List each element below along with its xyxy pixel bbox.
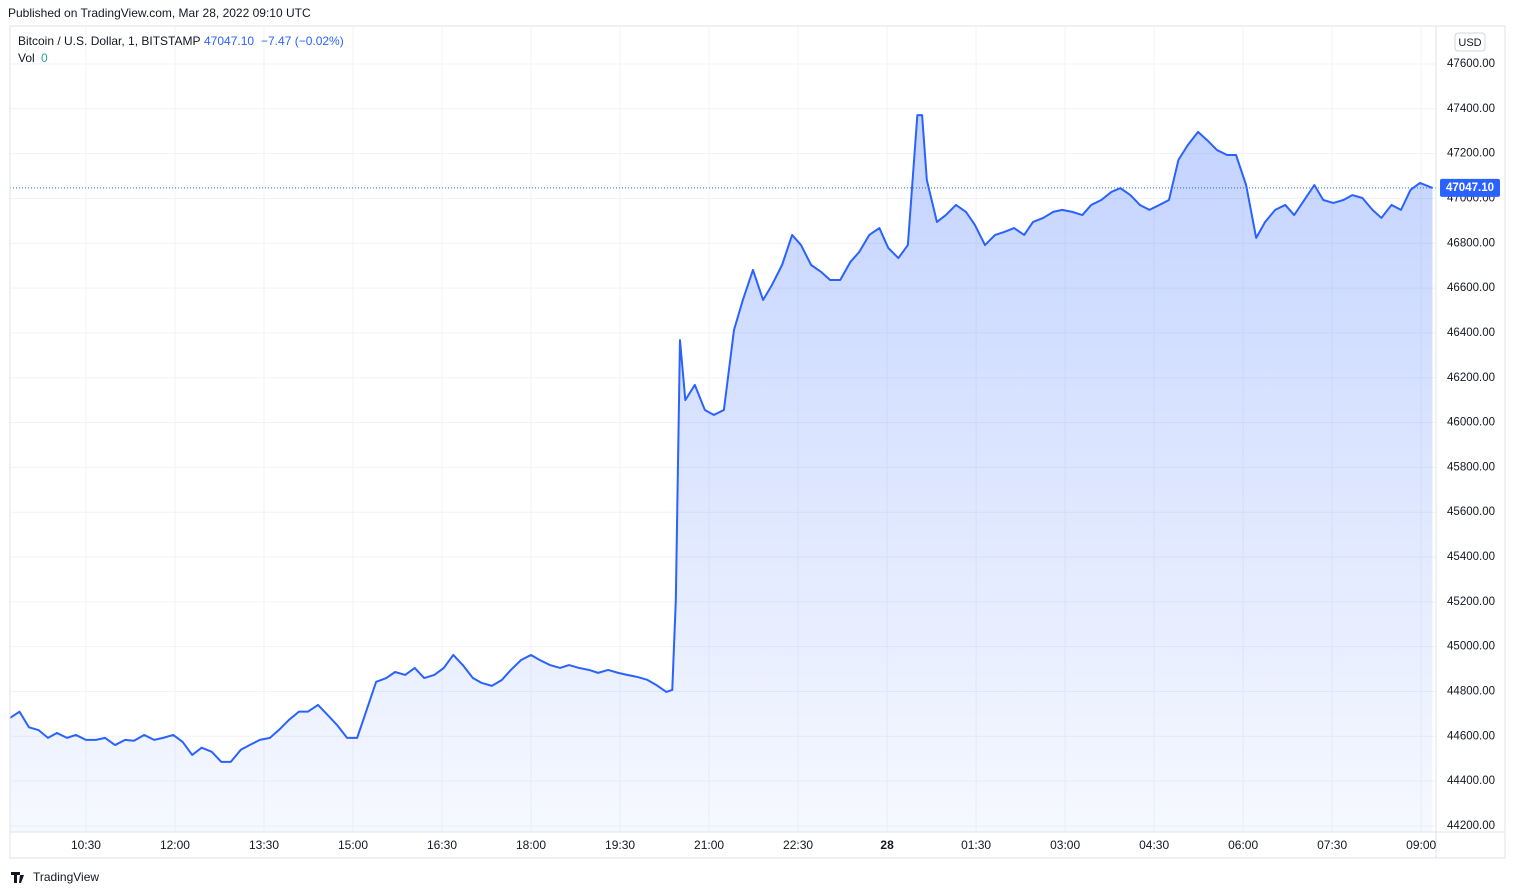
x-tick-label: 06:00 [1228,838,1258,852]
y-tick-label: 45600.00 [1447,506,1495,518]
volume-label: Vol [18,51,35,65]
x-tick-label: 21:00 [694,838,724,852]
y-tick-label: 47600.00 [1447,58,1495,70]
last-price-tag-label: 47047.10 [1446,182,1494,194]
y-tick-label: 44600.00 [1447,730,1495,742]
x-tick-label: 12:00 [160,838,190,852]
y-tick-label: 46200.00 [1447,372,1495,384]
y-tick-label: 46800.00 [1447,237,1495,249]
currency-button[interactable] [1454,32,1486,52]
y-tick-label: 44200.00 [1447,820,1495,832]
chart-title: Bitcoin / U.S. Dollar, 1, BITSTAMP [18,34,201,48]
y-tick-label: 46000.00 [1447,417,1495,429]
x-tick-label: 13:30 [249,838,279,852]
x-tick-label: 01:30 [961,838,991,852]
x-tick-label: 07:30 [1317,838,1347,852]
x-tick-label: 03:00 [1050,838,1080,852]
published-note: Published on TradingView.com, Mar 28, 20… [8,6,311,20]
price-change: −7.47 (−0.02%) [261,34,344,48]
price-line [9,114,1433,763]
logo-mark [11,872,24,883]
y-tick-label: 44400.00 [1447,775,1495,787]
y-tick-label: 45000.00 [1447,641,1495,653]
y-tick-label: 45800.00 [1447,461,1495,473]
price-area [10,115,1433,832]
last-price-tag [1440,178,1500,197]
y-tick-label: 47200.00 [1447,148,1495,160]
x-tick-label: 19:30 [605,838,635,852]
x-tick-label: 28 [880,838,894,852]
y-tick-label: 45400.00 [1447,551,1495,563]
tradingview-logo[interactable]: TradingView [11,870,99,884]
footer-brand[interactable]: TradingView [33,870,99,884]
x-tick-label: 18:00 [516,838,546,852]
y-tick-label: 44800.00 [1447,686,1495,698]
y-tick-label: 47400.00 [1447,103,1495,115]
x-tick-label: 04:30 [1139,838,1169,852]
currency-label[interactable]: USD [1458,37,1481,49]
y-tick-label: 45200.00 [1447,596,1495,608]
x-tick-label: 16:30 [427,838,457,852]
x-tick-label: 10:30 [71,838,101,852]
x-tick-label: 15:00 [338,838,368,852]
last-price: 47047.10 [204,34,254,48]
chart-frame [9,25,1506,859]
plot [9,114,1436,832]
volume-value: 0 [41,51,48,65]
x-tick-label: 22:30 [783,838,813,852]
y-tick-label: 46400.00 [1447,327,1495,339]
y-tick-label: 46600.00 [1447,282,1495,294]
x-tick-label: 09:00 [1406,838,1436,852]
